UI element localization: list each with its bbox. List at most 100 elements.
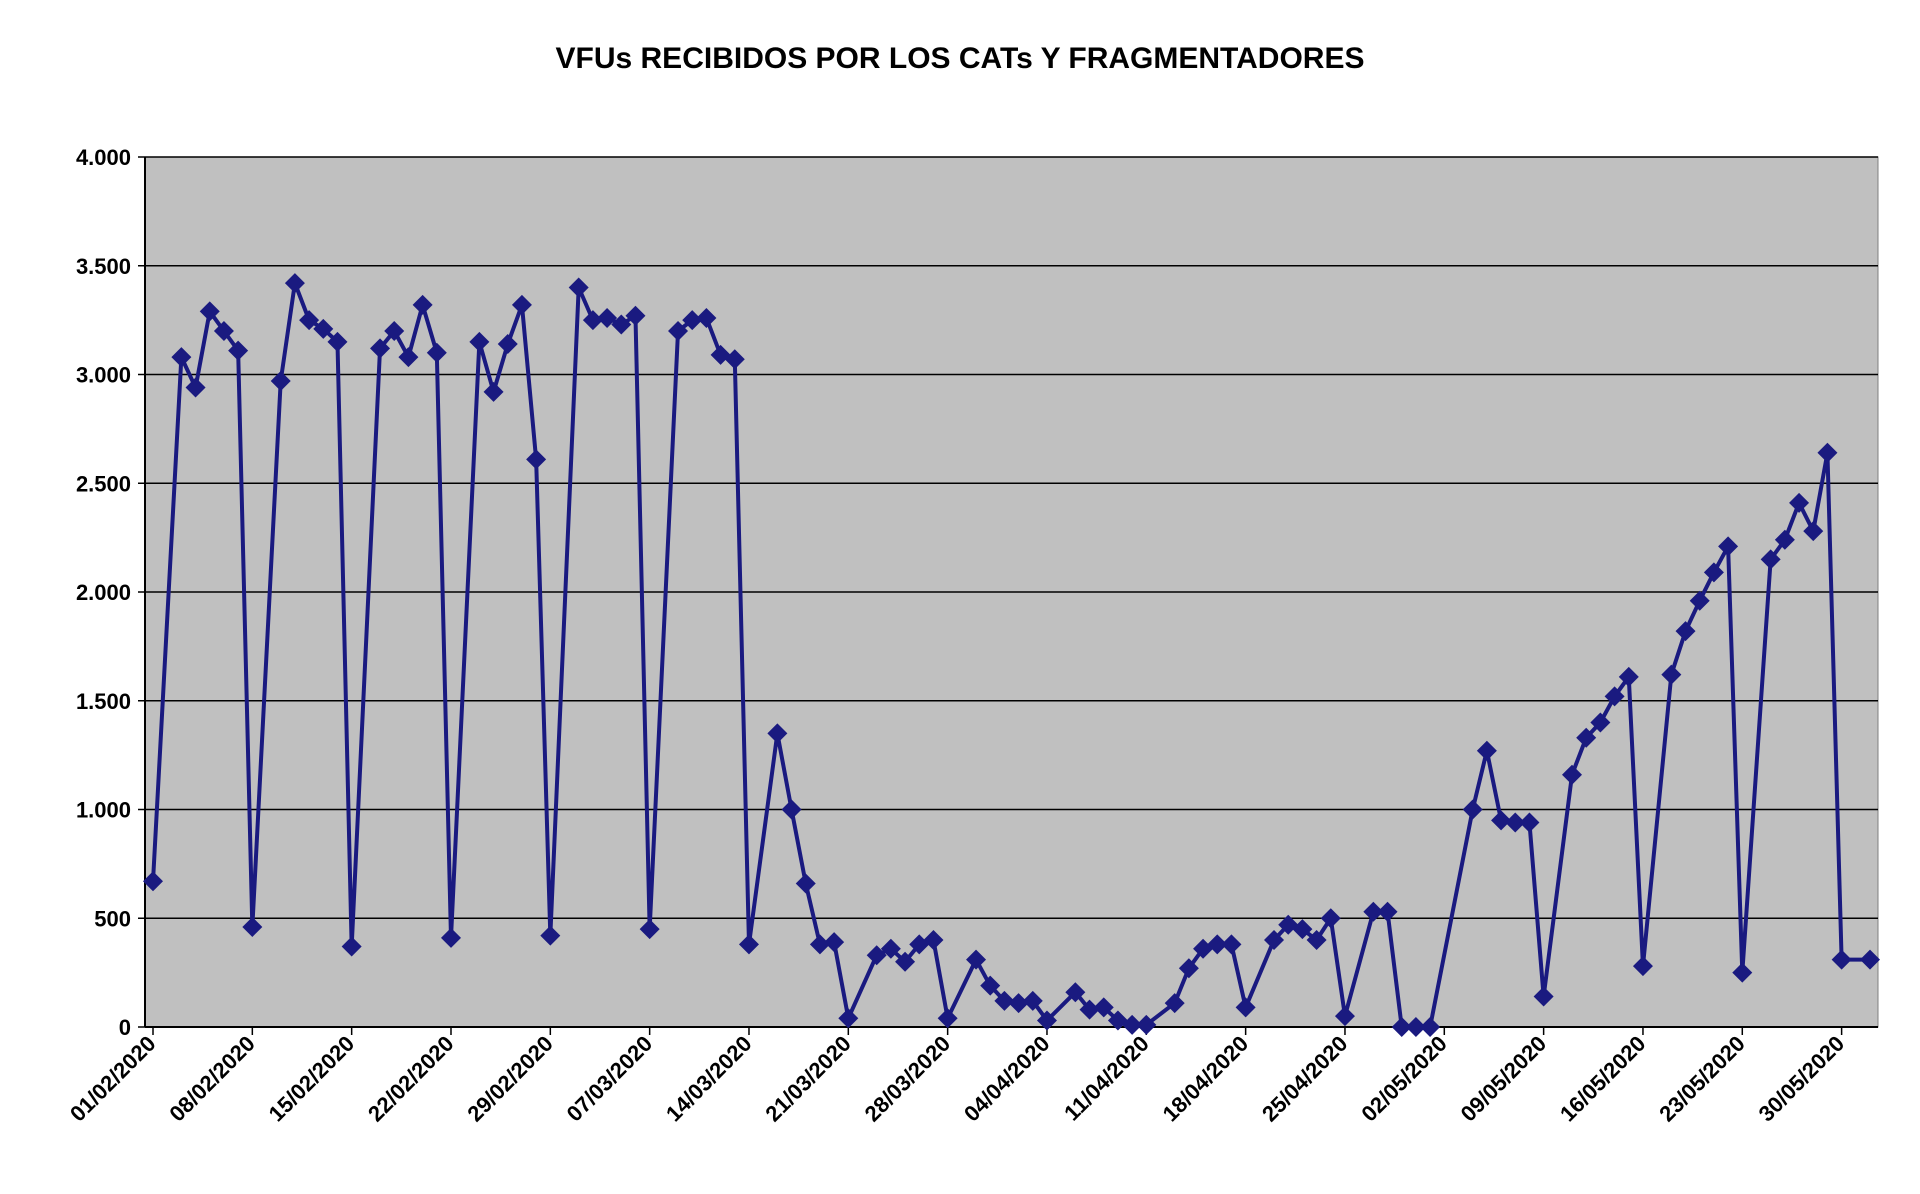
data-point xyxy=(582,310,603,331)
data-point xyxy=(1519,812,1540,833)
data-point xyxy=(625,305,646,326)
data-point xyxy=(1036,1010,1057,1031)
data-point xyxy=(171,347,192,368)
data-point xyxy=(1462,799,1483,820)
data-point xyxy=(1760,549,1781,570)
data-point xyxy=(1860,949,1880,970)
data-point xyxy=(1334,1006,1355,1027)
x-tick-label: 23/05/2020 xyxy=(1654,1031,1750,1127)
data-point xyxy=(1405,1017,1426,1037)
y-tick-label: 4.000 xyxy=(76,145,131,170)
data-point xyxy=(1703,562,1724,583)
x-tick-label: 01/02/2020 xyxy=(65,1031,161,1127)
y-tick-label: 3.500 xyxy=(76,254,131,279)
x-tick-label: 28/03/2020 xyxy=(860,1031,956,1127)
y-tick-label: 0 xyxy=(119,1015,131,1040)
data-point xyxy=(199,301,220,322)
data-point xyxy=(440,927,461,948)
data-point xyxy=(824,932,845,953)
data-point xyxy=(1221,934,1242,955)
data-point xyxy=(1718,536,1739,557)
data-point xyxy=(738,934,759,955)
data-point xyxy=(1164,993,1185,1014)
x-tick-label: 14/03/2020 xyxy=(661,1031,757,1127)
x-tick-label: 16/05/2020 xyxy=(1555,1031,1651,1127)
data-point xyxy=(526,449,547,470)
data-point xyxy=(1491,810,1512,831)
data-point xyxy=(1618,666,1639,687)
data-point xyxy=(426,342,447,363)
data-point xyxy=(866,945,887,966)
data-point xyxy=(1093,997,1114,1018)
series-layer xyxy=(143,273,1880,1037)
data-point xyxy=(270,371,291,392)
data-point xyxy=(1476,740,1497,761)
data-point xyxy=(682,310,703,331)
x-tick-label: 09/05/2020 xyxy=(1456,1031,1552,1127)
data-point xyxy=(668,321,689,341)
data-point xyxy=(781,799,802,820)
x-tick-label: 30/05/2020 xyxy=(1754,1031,1850,1127)
gridlines xyxy=(145,156,1878,919)
data-point xyxy=(483,381,504,402)
data-point xyxy=(1178,958,1199,979)
data-point xyxy=(1136,1014,1157,1035)
data-point xyxy=(1377,901,1398,922)
data-point xyxy=(370,338,391,359)
data-point xyxy=(143,871,163,892)
data-point xyxy=(1533,986,1554,1007)
data-point xyxy=(242,916,263,937)
x-tick-label: 04/04/2020 xyxy=(959,1031,1055,1127)
data-point xyxy=(1505,812,1526,833)
data-point xyxy=(497,334,518,355)
data-point xyxy=(937,1008,958,1029)
data-point xyxy=(1732,962,1753,983)
x-tick-label: 02/05/2020 xyxy=(1356,1031,1452,1127)
data-point xyxy=(1831,949,1852,970)
data-point xyxy=(1590,712,1611,733)
chart-title: VFUs RECIBIDOS POR LOS CATs Y FRAGMENTAD… xyxy=(555,42,1365,75)
data-point xyxy=(1789,492,1810,513)
data-point xyxy=(597,307,618,328)
data-point xyxy=(1562,764,1583,785)
data-point xyxy=(1632,956,1653,977)
data-point xyxy=(1264,930,1285,950)
x-axis-ticks: 01/02/2020 08/02/2020 15/02/2020 22/02/2020… xyxy=(65,1027,1849,1126)
data-point xyxy=(923,930,944,950)
data-point xyxy=(838,1008,859,1029)
data-point xyxy=(1235,997,1256,1018)
data-point xyxy=(1803,521,1824,542)
y-tick-label: 500 xyxy=(94,906,131,931)
data-point xyxy=(341,936,362,957)
x-tick-label: 08/02/2020 xyxy=(164,1031,260,1127)
data-point xyxy=(1604,686,1625,707)
y-tick-label: 2.500 xyxy=(76,471,131,496)
data-point xyxy=(469,331,490,352)
data-point xyxy=(1320,908,1341,929)
data-point xyxy=(1817,442,1838,463)
data-point xyxy=(1420,1017,1441,1037)
data-point xyxy=(1292,919,1313,940)
data-point xyxy=(1079,999,1100,1020)
data-point xyxy=(795,873,816,894)
x-tick-label: 22/02/2020 xyxy=(363,1031,459,1127)
y-tick-label: 3.000 xyxy=(76,363,131,388)
data-point xyxy=(412,294,433,315)
data-point xyxy=(568,277,589,298)
data-point xyxy=(809,934,830,955)
data-point xyxy=(1391,1017,1412,1037)
data-point xyxy=(1008,993,1029,1014)
data-point xyxy=(1774,529,1795,550)
y-tick-label: 2.000 xyxy=(76,580,131,605)
data-point xyxy=(1576,727,1597,748)
y-tick-label: 1.000 xyxy=(76,798,131,823)
data-point xyxy=(1363,901,1384,922)
data-point xyxy=(284,273,305,294)
data-point xyxy=(696,307,717,328)
data-point xyxy=(880,938,901,959)
data-point xyxy=(398,347,419,368)
data-point xyxy=(213,321,234,341)
data-point xyxy=(611,314,632,335)
data-point xyxy=(724,349,745,370)
